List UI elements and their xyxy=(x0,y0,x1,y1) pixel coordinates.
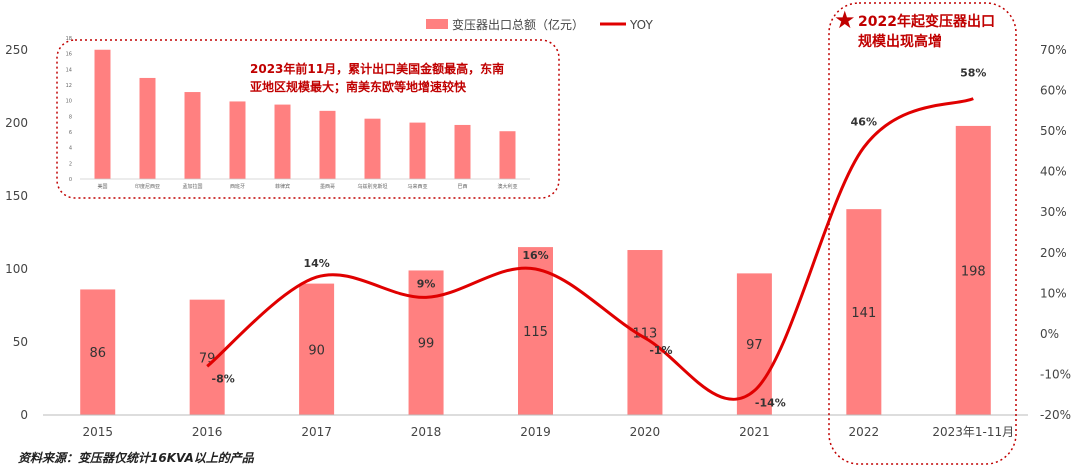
y-right-tick-label: 40% xyxy=(1040,165,1067,179)
main-plot: 050100150200250-20%-10%0%10%20%30%40%50%… xyxy=(5,43,1071,439)
bar-value-label: 90 xyxy=(308,343,325,358)
y-right-tick-label: 50% xyxy=(1040,124,1067,138)
inset-x-tick-label: 美国 xyxy=(97,183,107,190)
bar-value-label: 141 xyxy=(851,306,876,321)
y-left-tick-label: 250 xyxy=(5,43,28,57)
inset-x-tick-label: 西班牙 xyxy=(230,183,245,190)
inset-bar xyxy=(454,124,471,179)
inset-bar xyxy=(364,118,381,179)
callout-text: ★ 2022年起变压器出口规模出现高增 xyxy=(834,8,1008,52)
x-tick-label: 2015 xyxy=(82,425,113,439)
x-tick-label: 2019 xyxy=(520,425,551,439)
inset-y-tick-label: 10 xyxy=(66,99,72,105)
source-note: 资料来源：变压器仅统计16KVA以上的产品 xyxy=(18,451,254,465)
yoy-value-label: -14% xyxy=(755,397,786,410)
y-left-tick-label: 150 xyxy=(5,189,28,203)
bar-value-label: 115 xyxy=(523,325,548,340)
inset-x-tick-label: 菲律宾 xyxy=(275,183,290,190)
inset-x-tick-label: 马来西亚 xyxy=(407,183,427,190)
x-tick-label: 2023年1-11月 xyxy=(932,425,1014,439)
y-right-tick-label: 10% xyxy=(1040,286,1067,300)
yoy-value-label: -8% xyxy=(212,372,235,385)
inset-x-tick-label: 巴西 xyxy=(457,184,467,190)
inset-bar xyxy=(139,77,156,179)
bar-value-label: 113 xyxy=(633,327,658,342)
yoy-value-label: 9% xyxy=(417,277,436,290)
y-right-tick-label: 20% xyxy=(1040,246,1067,260)
bar-value-label: 99 xyxy=(418,337,435,352)
bar xyxy=(627,250,663,415)
bar xyxy=(846,209,882,415)
bar xyxy=(80,289,116,415)
yoy-value-label: 46% xyxy=(851,115,877,128)
yoy-value-label: 58% xyxy=(960,67,986,80)
legend-swatch-bar xyxy=(426,19,448,29)
inset-bar xyxy=(409,122,426,179)
x-tick-label: 2020 xyxy=(630,425,661,439)
inset-y-tick-label: 12 xyxy=(66,83,72,89)
bar-value-label: 79 xyxy=(199,351,216,366)
inset-y-tick-label: 0 xyxy=(69,177,72,183)
x-tick-label: 2021 xyxy=(739,425,770,439)
x-tick-label: 2016 xyxy=(192,425,223,439)
inset-note: 2023年前11月，累计出口美国金额最高，东南亚地区规模最大；南美东欧等地增速较… xyxy=(250,62,505,94)
inset-border xyxy=(56,39,560,199)
inset-y-tick-label: 14 xyxy=(66,67,72,73)
y-left-tick-label: 100 xyxy=(5,262,28,276)
inset-y-tick-label: 18 xyxy=(66,36,72,42)
legend-label-bar: 变压器出口总额（亿元） xyxy=(452,17,584,32)
star-icon: ★ xyxy=(834,6,856,34)
inset-x-tick-label: 乌兹别克斯坦 xyxy=(357,183,387,190)
bar-value-label: 198 xyxy=(961,264,986,279)
x-tick-label: 2018 xyxy=(411,425,442,439)
inset-bar xyxy=(94,49,111,179)
y-right-tick-label: 60% xyxy=(1040,84,1067,98)
x-tick-label: 2017 xyxy=(301,425,332,439)
inset-y-tick-label: 16 xyxy=(66,52,72,58)
inset-bar xyxy=(229,101,246,179)
inset-x-tick-label: 澳大利亚 xyxy=(497,183,517,190)
y-right-tick-label: 0% xyxy=(1040,327,1059,341)
bar xyxy=(299,283,335,415)
y-right-tick-label: 70% xyxy=(1040,43,1067,57)
legend-label-line: YOY xyxy=(629,18,653,32)
callout-label: 2022年起变压器出口规模出现高增 xyxy=(858,14,995,50)
yoy-value-label: -1% xyxy=(649,344,672,357)
inset-y-tick-label: 6 xyxy=(69,130,72,136)
inset-x-tick-label: 孟加拉国 xyxy=(182,183,202,190)
legend: 变压器出口总额（亿元） YOY xyxy=(426,17,653,32)
y-left-tick-label: 200 xyxy=(5,116,28,130)
bar-value-label: 86 xyxy=(89,346,106,361)
inset-bar xyxy=(499,131,516,179)
yoy-value-label: 14% xyxy=(303,257,329,270)
bar xyxy=(955,125,991,416)
inset-x-tick-label: 墨西哥 xyxy=(320,184,335,190)
y-left-tick-label: 50 xyxy=(13,335,28,349)
inset-bar xyxy=(274,104,291,179)
inset-y-tick-label: 2 xyxy=(69,161,72,167)
inset-bar xyxy=(184,92,201,179)
inset-y-tick-label: 8 xyxy=(69,114,72,120)
callout-border xyxy=(828,2,1017,465)
inset-x-tick-label: 印度尼西亚 xyxy=(135,183,160,190)
bar xyxy=(518,247,553,415)
bar-value-label: 97 xyxy=(746,338,763,353)
y-right-tick-label: 30% xyxy=(1040,205,1067,219)
x-tick-label: 2022 xyxy=(849,425,880,439)
yoy-line xyxy=(206,97,974,401)
inset-plot: 0 2 4 6 8 10 12 14 16 18 美国 印度尼西亚 孟加拉国 西班牙 菲律宾 墨西哥 乌兹别克斯… xyxy=(66,36,530,190)
y-right-tick-label: -20% xyxy=(1040,408,1071,422)
inset-bar xyxy=(319,110,336,179)
yoy-value-label: 16% xyxy=(522,249,548,262)
y-left-tick-label: 0 xyxy=(20,408,28,422)
inset-y-tick-label: 4 xyxy=(69,146,72,152)
y-right-tick-label: -10% xyxy=(1040,367,1071,381)
